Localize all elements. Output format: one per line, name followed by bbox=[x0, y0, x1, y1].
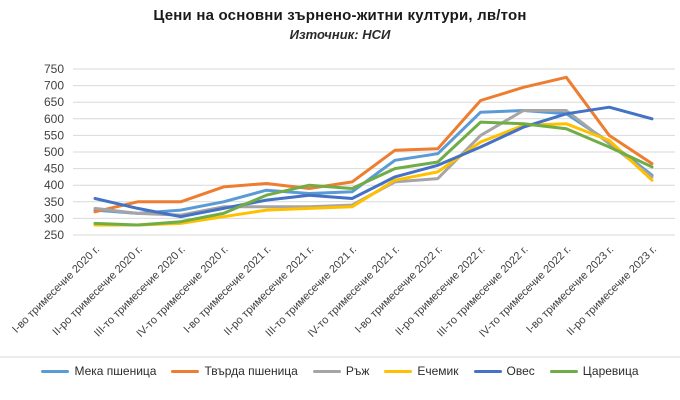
legend-swatch-durum-wheat bbox=[171, 369, 200, 373]
legend-swatch-maize bbox=[549, 369, 578, 373]
legend-label-barley: Ечемик bbox=[417, 364, 459, 378]
legend-swatch-rye bbox=[312, 369, 341, 373]
series-line-durum-wheat bbox=[93, 75, 654, 214]
legend-item-rye: Ръж bbox=[312, 364, 370, 378]
legend-label-durum-wheat: Твърда пшеница bbox=[204, 364, 298, 378]
legend-swatch-oats bbox=[473, 369, 502, 373]
x-axis-tick-label: I-во тримесечие 2021 г. bbox=[181, 244, 273, 336]
legend-swatch-barley bbox=[384, 369, 413, 373]
legend-label-oats: Овес bbox=[506, 364, 535, 378]
series-line-soft-wheat bbox=[93, 109, 654, 215]
legend-item-soft-wheat: Мека пшеница bbox=[41, 364, 156, 378]
legend-label-soft-wheat: Мека пшеница bbox=[74, 364, 157, 378]
x-axis-tick-label: I-во тримесечие 2020 г. bbox=[10, 244, 102, 336]
x-axis-tick-label: II-ро тримесечие 2023 г. bbox=[565, 244, 659, 338]
chart-subtitle: Източник: НСИ bbox=[289, 27, 391, 42]
legend-item-maize: Царевица bbox=[549, 364, 639, 378]
y-axis-tick-label: 250 bbox=[44, 228, 64, 242]
legend-label-rye: Ръж bbox=[345, 364, 370, 378]
legend-item-durum-wheat: Твърда пшеница bbox=[171, 364, 298, 378]
y-axis-tick-label: 450 bbox=[44, 162, 64, 176]
y-axis-tick-label: 400 bbox=[44, 178, 64, 192]
x-axis-tick-label: I-во тримесечие 2023 г. bbox=[524, 244, 616, 336]
y-axis-tick-label: 650 bbox=[44, 95, 64, 109]
chart-legend: Мека пшеница Твърда пшеница Ръж Ечемик Овес Ц… bbox=[0, 364, 680, 378]
y-axis-tick-label: 700 bbox=[44, 79, 64, 93]
legend-item-oats: Овес bbox=[473, 364, 535, 378]
y-axis-tick-label: 750 bbox=[44, 62, 64, 76]
y-axis-tick-label: 500 bbox=[44, 145, 64, 159]
series-line-barley bbox=[93, 122, 654, 227]
legend-item-barley: Ечемик bbox=[384, 364, 459, 378]
y-axis-tick-label: 600 bbox=[44, 112, 64, 126]
y-axis-tick-label: 300 bbox=[44, 211, 64, 225]
legend-label-maize: Царевица bbox=[582, 364, 639, 378]
x-axis-tick-label: I-во тримесечие 2022 г. bbox=[353, 244, 445, 336]
series-line-maize bbox=[93, 120, 654, 227]
series-line-oats bbox=[93, 105, 654, 219]
legend-swatch-soft-wheat bbox=[41, 369, 70, 373]
chart-title: Цени на основни зърнено-житни култури, л… bbox=[153, 7, 527, 24]
y-axis-tick-label: 350 bbox=[44, 195, 64, 209]
y-axis-tick-label: 550 bbox=[44, 128, 64, 142]
